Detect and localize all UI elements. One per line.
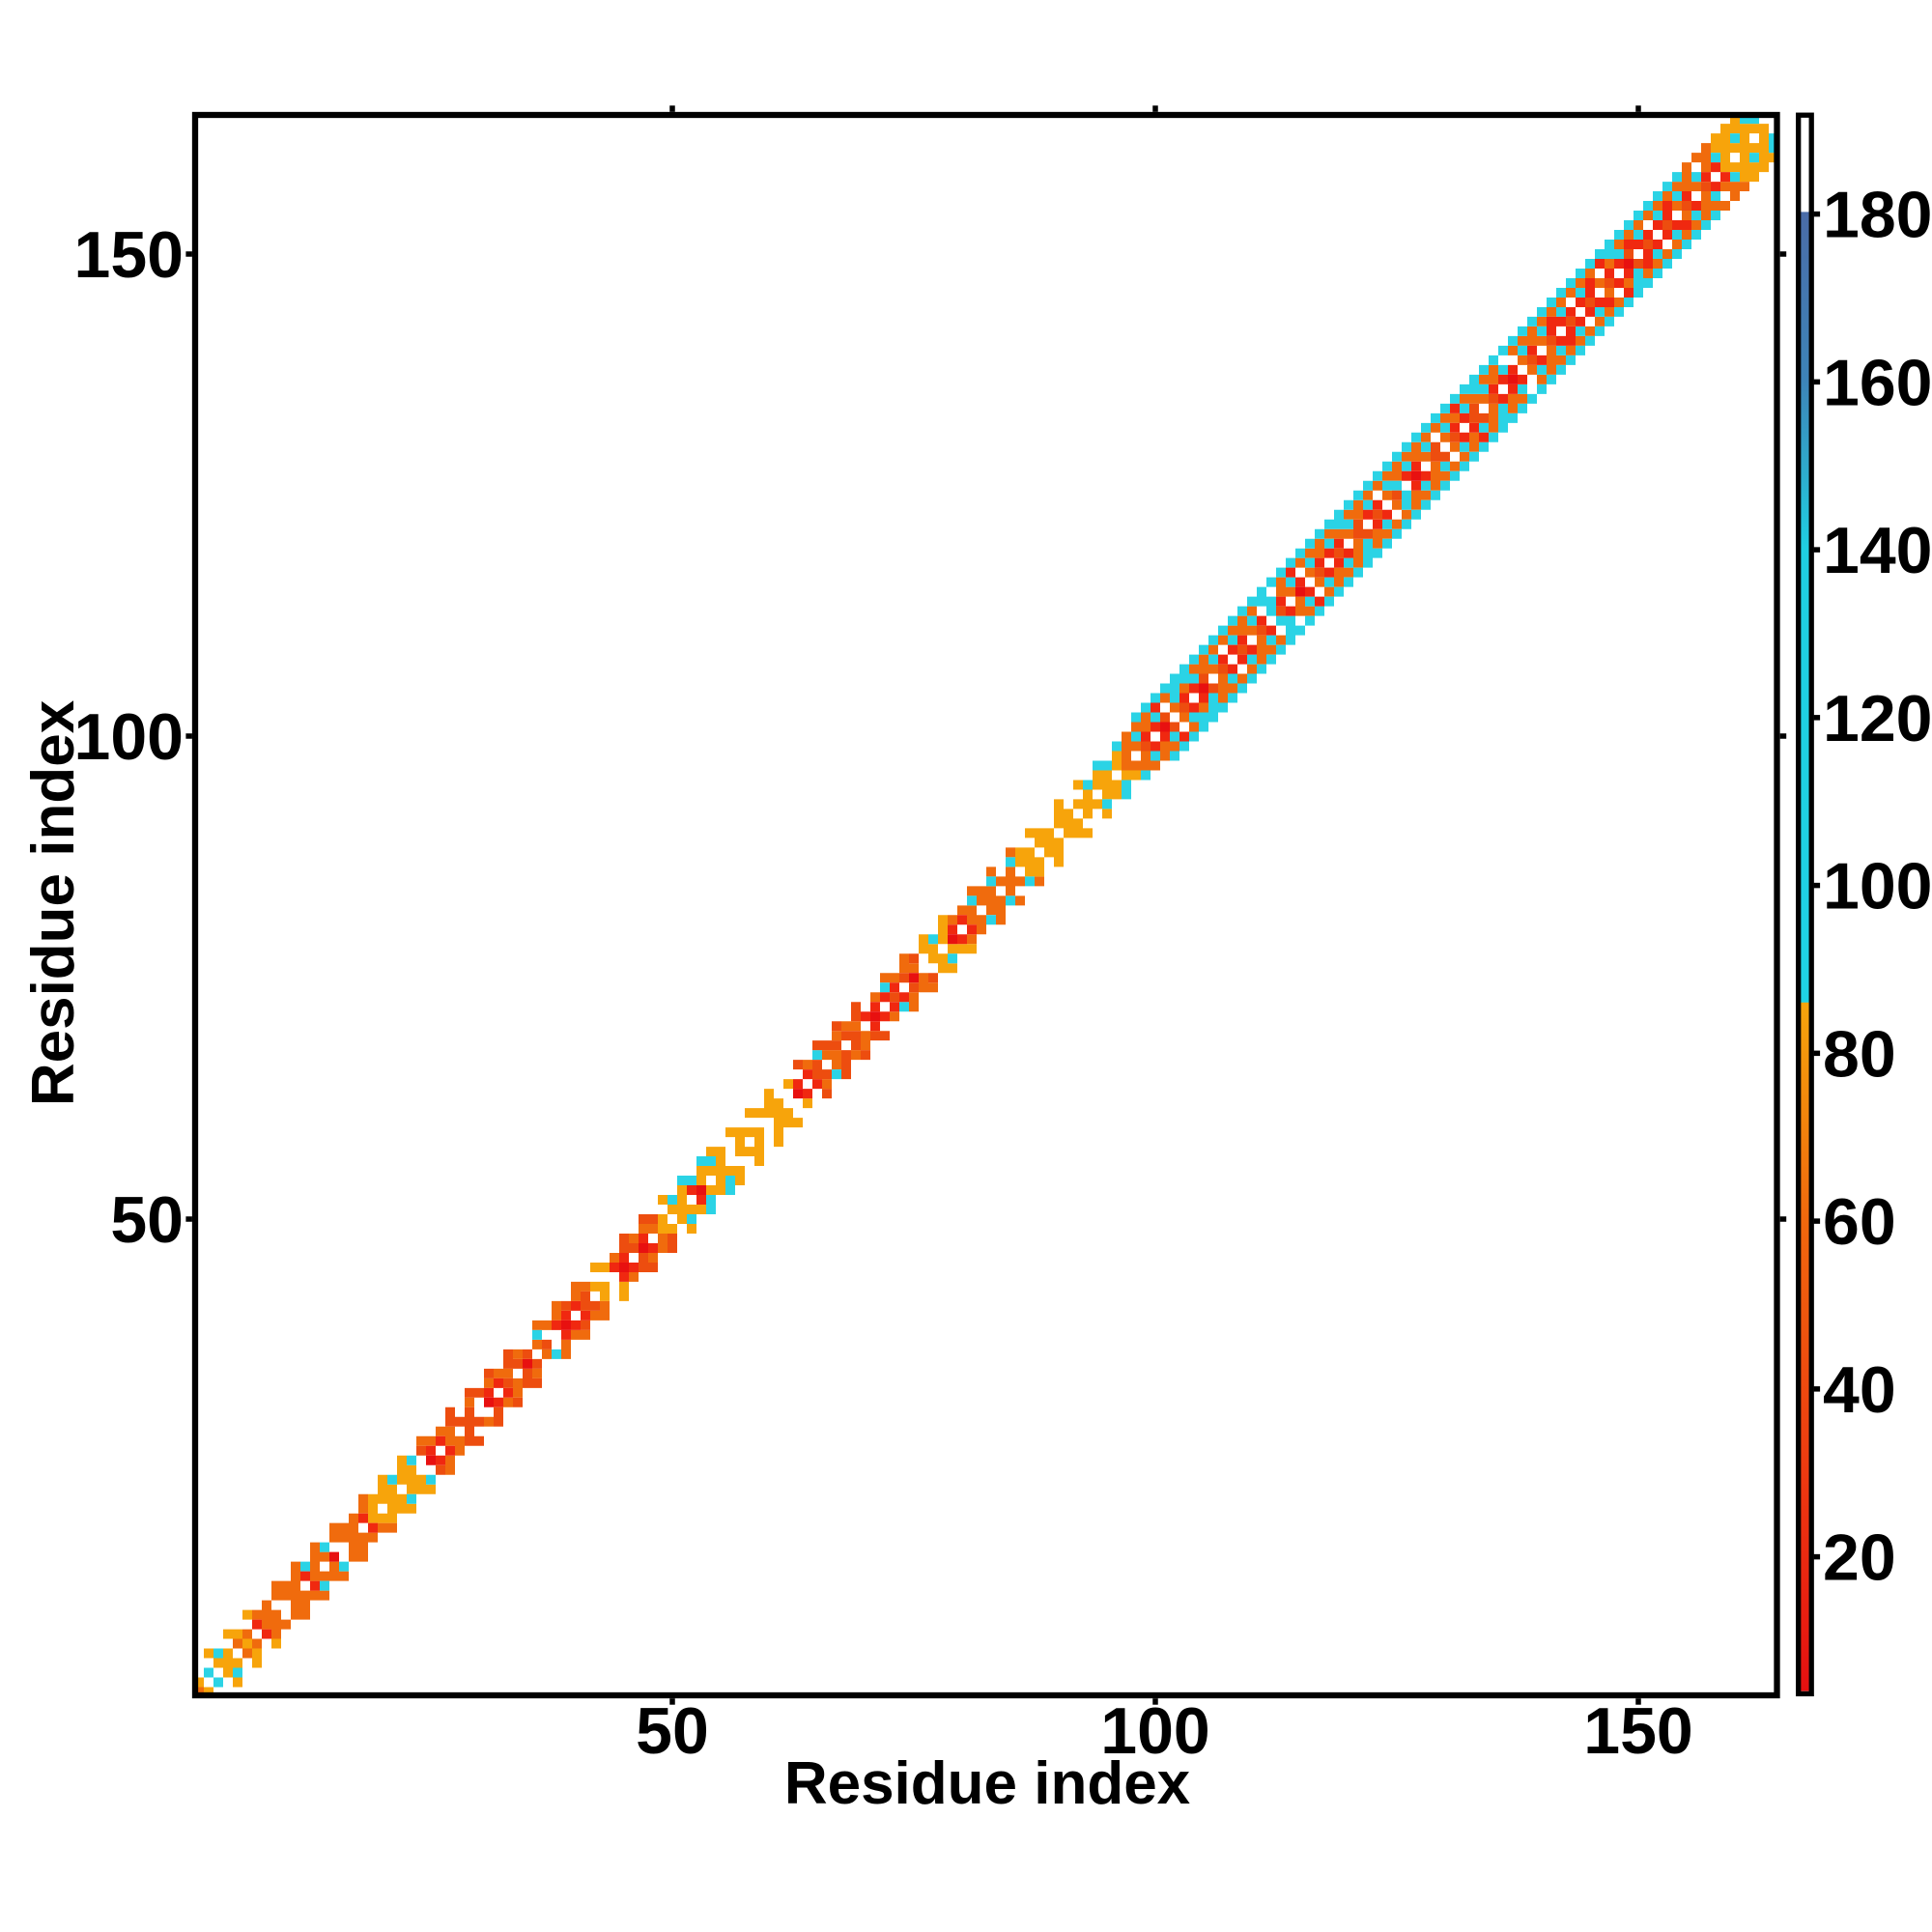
svg-text:60: 60 [1823, 1185, 1896, 1259]
svg-text:100: 100 [1823, 850, 1932, 923]
svg-text:150: 150 [1583, 1694, 1692, 1768]
svg-text:120: 120 [1823, 682, 1932, 755]
svg-text:140: 140 [1823, 514, 1932, 587]
svg-text:100: 100 [1100, 1694, 1209, 1768]
svg-text:100: 100 [74, 700, 184, 774]
svg-text:Residue index: Residue index [20, 699, 87, 1106]
svg-text:40: 40 [1823, 1353, 1896, 1427]
svg-text:50: 50 [110, 1183, 184, 1257]
svg-text:Residue index: Residue index [784, 1750, 1191, 1817]
svg-text:50: 50 [636, 1694, 709, 1768]
svg-text:150: 150 [74, 218, 184, 292]
svg-text:180: 180 [1823, 179, 1932, 252]
svg-text:20: 20 [1823, 1521, 1896, 1595]
svg-text:160: 160 [1823, 346, 1932, 419]
svg-text:80: 80 [1823, 1017, 1896, 1091]
